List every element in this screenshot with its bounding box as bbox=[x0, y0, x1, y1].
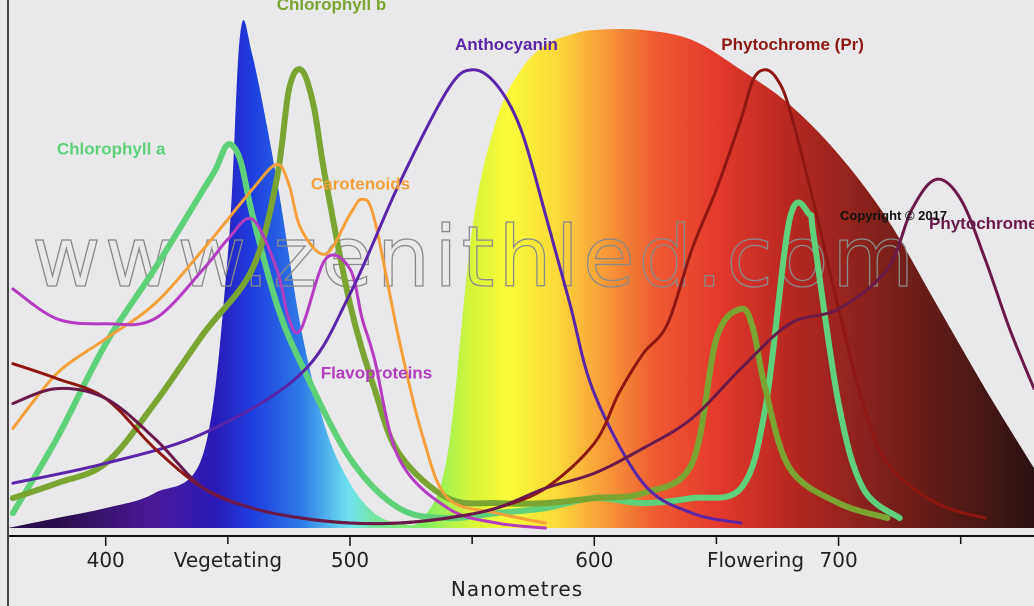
series-label-anthocyanin: Anthocyanin bbox=[455, 35, 558, 54]
watermark-text: www.zenithled.com bbox=[32, 208, 918, 306]
region-label-vegetating: Vegetating bbox=[174, 548, 282, 572]
x-tick-label: 600 bbox=[575, 548, 613, 572]
x-axis-ticks: 400 500 600 700 Vegetating Flowering bbox=[87, 536, 962, 572]
series-line-anthocyanin bbox=[11, 68, 743, 525]
x-tick-label: 700 bbox=[820, 548, 858, 572]
region-label-flowering: Flowering bbox=[707, 548, 804, 572]
series-label-phytochrome-pfr: Phytochrome (Pfr) bbox=[929, 214, 1034, 233]
series-labels: Chlorophyll a Chlorophyll b Carotenoids Fla… bbox=[57, 0, 1034, 383]
x-axis-title: Nanometres bbox=[451, 577, 583, 601]
axis-background bbox=[0, 536, 1034, 606]
x-tick-label: 400 bbox=[87, 548, 125, 572]
series-line-carotenoids bbox=[11, 163, 547, 525]
series-label-carotenoids: Carotenoids bbox=[311, 174, 410, 193]
watermark: www.zenithled.com bbox=[31, 207, 918, 306]
series-line-chlorophyll-b bbox=[9, 66, 891, 521]
x-tick-label: 500 bbox=[331, 548, 369, 572]
series-line-flavoproteins bbox=[11, 216, 547, 530]
series-label-chlorophyll-b: Chlorophyll b bbox=[277, 0, 387, 14]
series-label-flavoproteins: Flavoproteins bbox=[321, 364, 432, 383]
series-label-phytochrome-pr: Phytochrome (Pr) bbox=[721, 35, 864, 54]
copyright-text: Copyright © 2017 bbox=[840, 208, 947, 223]
series-lines bbox=[9, 66, 1034, 530]
series-label-chlorophyll-a: Chlorophyll a bbox=[57, 140, 166, 159]
series-line-phytochrome-pfr bbox=[11, 177, 1034, 526]
